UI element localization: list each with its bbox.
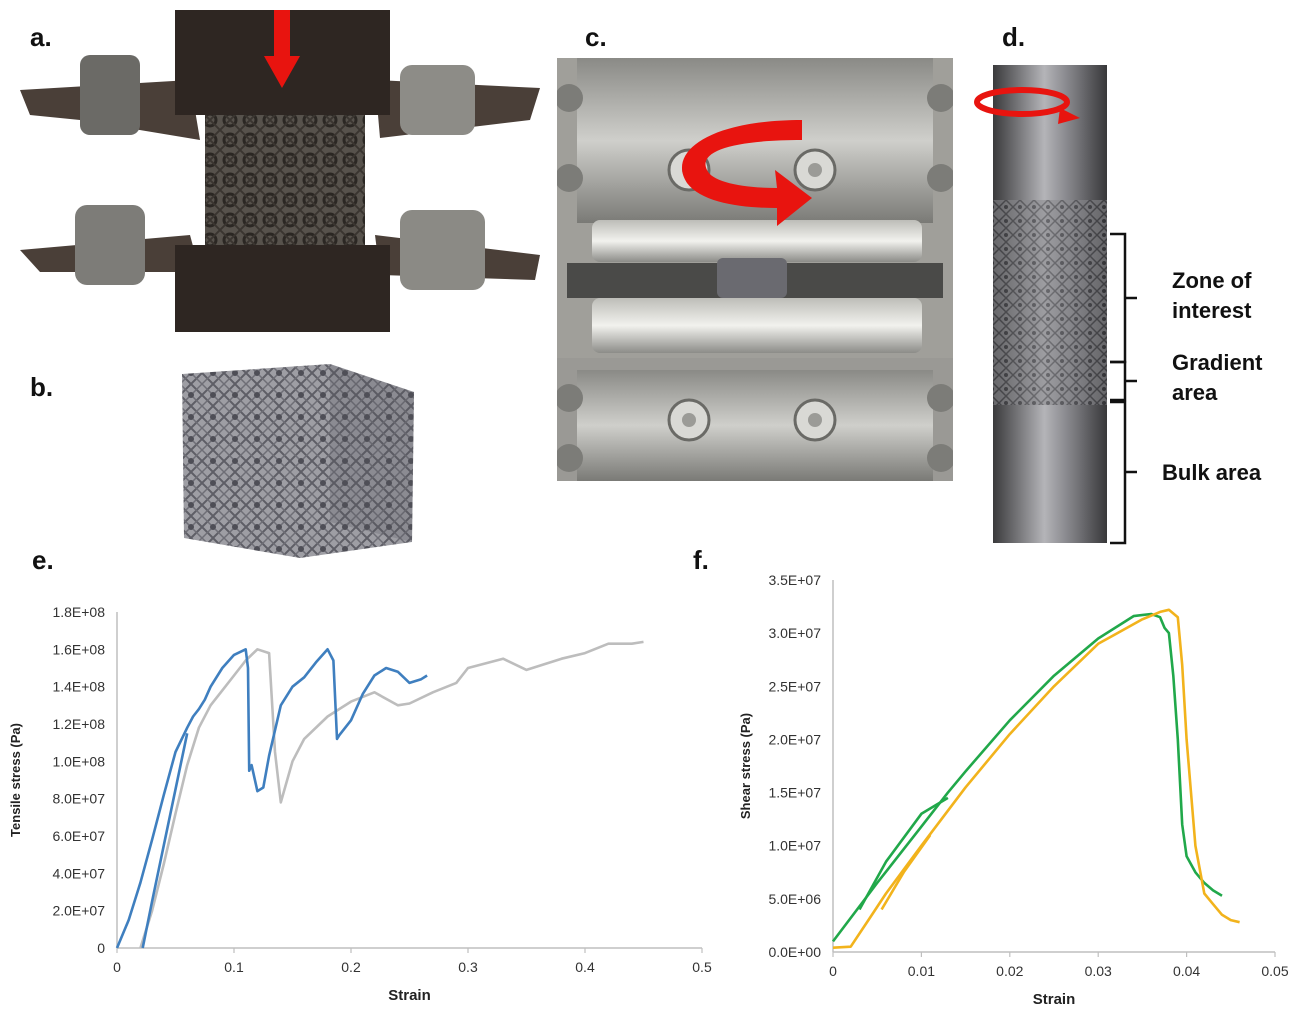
series-line-2 [832, 608, 1240, 949]
lattice-specimen [205, 115, 365, 245]
x-tick-label: 0.01 [908, 963, 935, 979]
series-line-1 [858, 796, 949, 911]
panel-label-c: c. [585, 22, 607, 52]
y-tick-label: 0.0E+00 [768, 944, 821, 960]
y-tick-label: 3.0E+07 [768, 625, 821, 641]
series-line-0 [831, 612, 1223, 943]
torsion-specimen [717, 258, 787, 298]
panel-label-b: b. [30, 372, 54, 402]
y-tick-label: 1.0E+08 [52, 753, 105, 769]
x-axis-label: Strain [388, 987, 431, 1004]
y-tick-label: 8.0E+07 [52, 791, 105, 807]
series-line-3 [880, 834, 932, 911]
series-line-2 [141, 733, 189, 949]
panel-label-f: f. [693, 545, 709, 575]
tensile-stress-chart: 0 0.1 0.2 0.3 0.4 0.5 0 2.0E+07 4.0E+07 6.0E+07 8.… [8, 604, 712, 1004]
y-tick-label: 2.0E+07 [52, 903, 105, 919]
x-tick-label: 0.1 [224, 959, 244, 975]
rotation-arrow-icon [974, 87, 1080, 124]
panel-label-d: d. [1002, 22, 1026, 52]
y-tick-label: 6.0E+07 [52, 828, 105, 844]
gradient-area-line1: Gradient [1172, 350, 1263, 375]
zone-of-interest-label: Zone of interest [1172, 266, 1251, 326]
zone-of-interest-line2: interest [1172, 298, 1252, 323]
x-axis-label: Strain [1033, 991, 1076, 1008]
lattice-render [182, 364, 414, 558]
x-tick-label: 0.03 [1085, 963, 1112, 979]
rotation-arrow-icon [681, 120, 812, 226]
y-tick-label: 3.5E+07 [768, 572, 821, 588]
x-tick-label: 0.02 [996, 963, 1023, 979]
y-axis-label: Tensile stress (Pa) [8, 723, 23, 837]
x-tick-label: 0.3 [458, 959, 478, 975]
y-tick-label: 2.5E+07 [768, 678, 821, 694]
panel-label-a: a. [30, 22, 52, 52]
x-tick-label: 0.05 [1261, 963, 1288, 979]
zone-of-interest-line1: Zone of [1172, 268, 1252, 293]
series-line-1 [115, 648, 428, 949]
y-tick-label: 1.2E+08 [52, 716, 105, 732]
gradient-area-line2: area [1172, 380, 1218, 405]
x-tick-label: 0.2 [341, 959, 361, 975]
y-tick-label: 1.6E+08 [52, 641, 105, 657]
y-tick-label: 1.5E+07 [768, 785, 821, 801]
y-tick-label: 1.8E+08 [52, 604, 105, 620]
torsion-rig-photo [557, 58, 953, 481]
cylindrical-specimen [993, 65, 1137, 545]
x-tick-label: 0.04 [1173, 963, 1200, 979]
gradient-area-label: Gradient area [1172, 348, 1262, 408]
bulk-area-label: Bulk area [1162, 460, 1262, 485]
lower-grip [20, 205, 540, 290]
lower-platen [175, 245, 390, 332]
x-tick-label: 0.5 [692, 959, 712, 975]
series-line-0 [139, 640, 644, 949]
y-axis-label: Shear stress (Pa) [738, 713, 753, 819]
x-tick-label: 0.4 [575, 959, 595, 975]
y-tick-label: 1.4E+08 [52, 679, 105, 695]
shear-stress-chart: 0 0.01 0.02 0.03 0.04 0.05 0.0E+00 5.0E+06 1.0E+… [738, 572, 1289, 1008]
compression-arrow-icon [264, 10, 300, 88]
x-tick-label: 0 [829, 963, 837, 979]
x-tick-label: 0 [113, 959, 121, 975]
panel-label-e: e. [32, 545, 54, 575]
zone-brackets [1110, 232, 1137, 545]
y-tick-label: 1.0E+07 [768, 838, 821, 854]
y-tick-label: 2.0E+07 [768, 731, 821, 747]
upper-grip [20, 55, 540, 140]
y-tick-label: 0 [97, 940, 105, 956]
y-tick-label: 4.0E+07 [52, 865, 105, 881]
compression-test-photo [20, 10, 540, 332]
y-tick-label: 5.0E+06 [768, 891, 821, 907]
